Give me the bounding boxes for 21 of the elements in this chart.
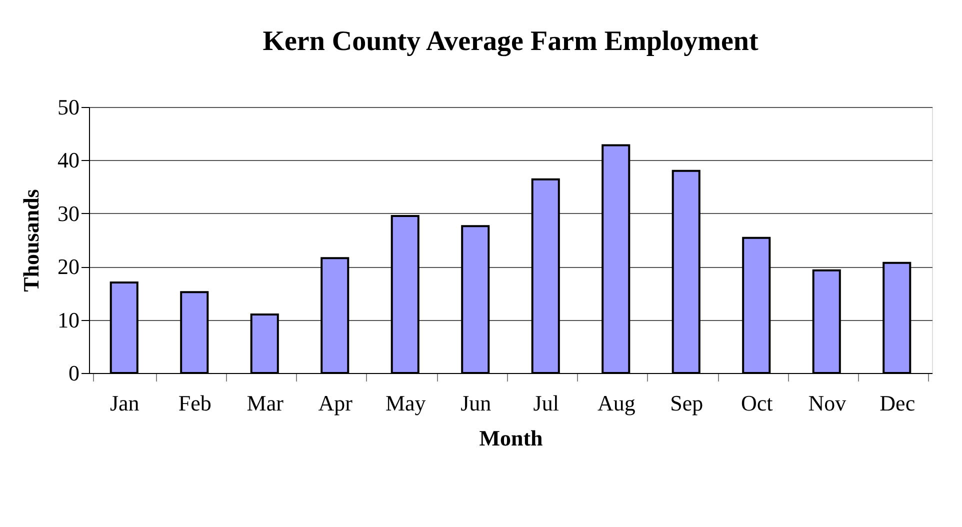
chart-title: Kern County Average Farm Employment: [262, 26, 759, 57]
x-tick-label: Apr: [318, 390, 354, 416]
x-axis-title: Month: [479, 426, 543, 450]
x-tick-label: Mar: [246, 390, 284, 416]
x-tick-label: Jan: [110, 390, 140, 416]
y-tick-label: 0: [68, 360, 80, 386]
x-tick-label: Oct: [740, 390, 773, 416]
x-tick-label: Jun: [460, 390, 492, 416]
x-tick-label: Jul: [533, 390, 559, 416]
x-tick-label: Sep: [670, 390, 704, 416]
y-tick-label: 50: [58, 94, 80, 120]
x-tick-label: May: [385, 390, 426, 416]
y-tick-label: 20: [58, 254, 80, 280]
y-axis-title: Thousands: [18, 188, 44, 292]
x-tick-label: Aug: [597, 390, 636, 416]
x-tick-label: Feb: [178, 390, 212, 416]
y-tick-label: 30: [58, 200, 80, 226]
y-tick-label: 10: [58, 307, 80, 332]
x-tick-label: Dec: [880, 390, 916, 416]
y-tick-label: 40: [58, 148, 80, 173]
x-tick-label: Nov: [808, 390, 846, 416]
